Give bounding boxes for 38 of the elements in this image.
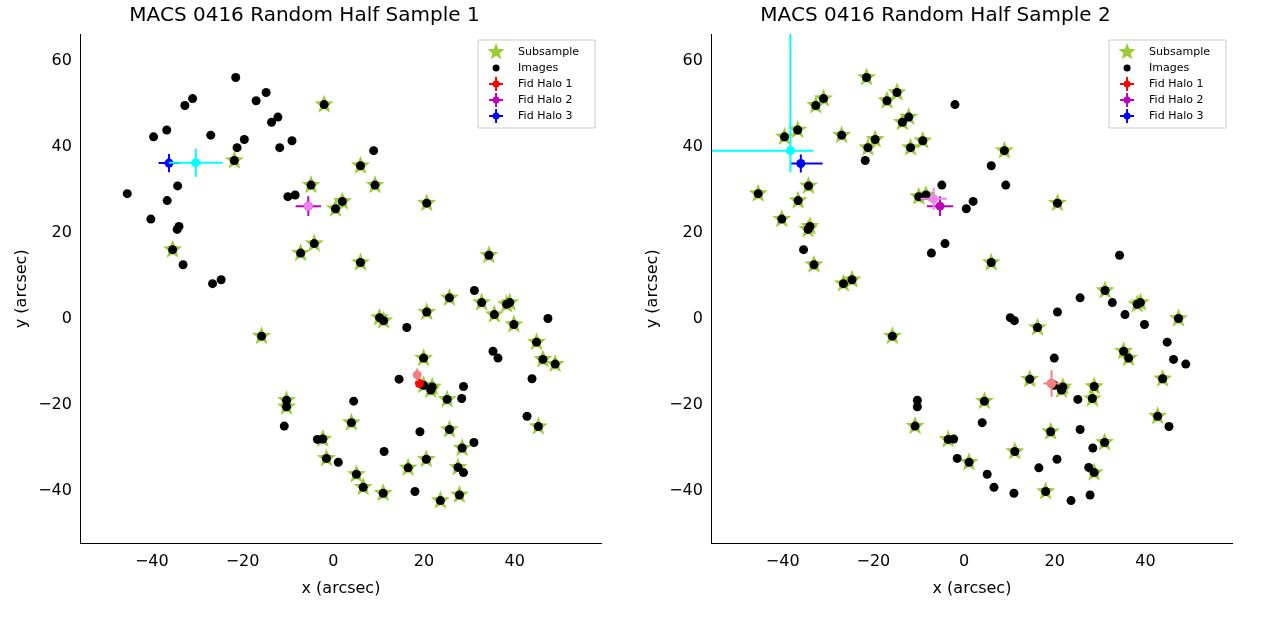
x-tick-label: −20: [225, 551, 260, 571]
legend-label: Fid Halo 1: [1149, 76, 1204, 90]
chart-title: MACS 0416 Random Half Sample 1: [129, 2, 480, 27]
legend-label: Fid Halo 2: [518, 92, 573, 106]
y-axis-title: y (arcsec): [641, 249, 661, 329]
y-tick-label: 60: [51, 49, 72, 69]
legend-label: Fid Halo 2: [1149, 92, 1204, 106]
x-tick-label: −40: [134, 551, 169, 571]
legend-label: Images: [518, 60, 559, 74]
x-axis-title: x (arcsec): [932, 577, 1012, 597]
y-tick-label: 60: [682, 49, 703, 69]
y-tick-label: 40: [51, 135, 72, 155]
legend-label: Fid Halo 3: [518, 108, 573, 122]
x-tick-label: 20: [1044, 551, 1065, 571]
chart-title: MACS 0416 Random Half Sample 2: [760, 2, 1111, 27]
x-tick-label: 0: [958, 551, 970, 571]
x-axis-title: x (arcsec): [301, 577, 381, 597]
y-tick-label: 0: [692, 308, 703, 328]
x-tick-label: 40: [504, 551, 525, 571]
y-axis-title: y (arcsec): [10, 249, 30, 329]
y-tick-label: 40: [682, 135, 703, 155]
y-tick-label: 20: [682, 222, 703, 241]
y-tick-label: −40: [38, 480, 72, 500]
x-tick-label: −40: [765, 551, 800, 571]
y-tick-label: −40: [669, 480, 703, 500]
y-tick-label: 0: [61, 308, 72, 328]
y-tick-label: 20: [51, 222, 72, 241]
x-tick-label: 20: [413, 551, 435, 571]
legend-label: Fid Halo 1: [518, 76, 573, 90]
x-tick-label: −20: [856, 551, 891, 571]
legend-label: Subsample: [1149, 44, 1211, 58]
x-tick-label: 0: [328, 551, 339, 571]
legend-label: Subsample: [518, 44, 580, 58]
x-tick-label: 40: [1135, 551, 1156, 571]
legend-label: Images: [1149, 60, 1190, 74]
legend-label: Fid Halo 3: [1149, 108, 1204, 122]
y-tick-label: −20: [38, 394, 72, 414]
y-tick-label: −20: [669, 394, 703, 414]
